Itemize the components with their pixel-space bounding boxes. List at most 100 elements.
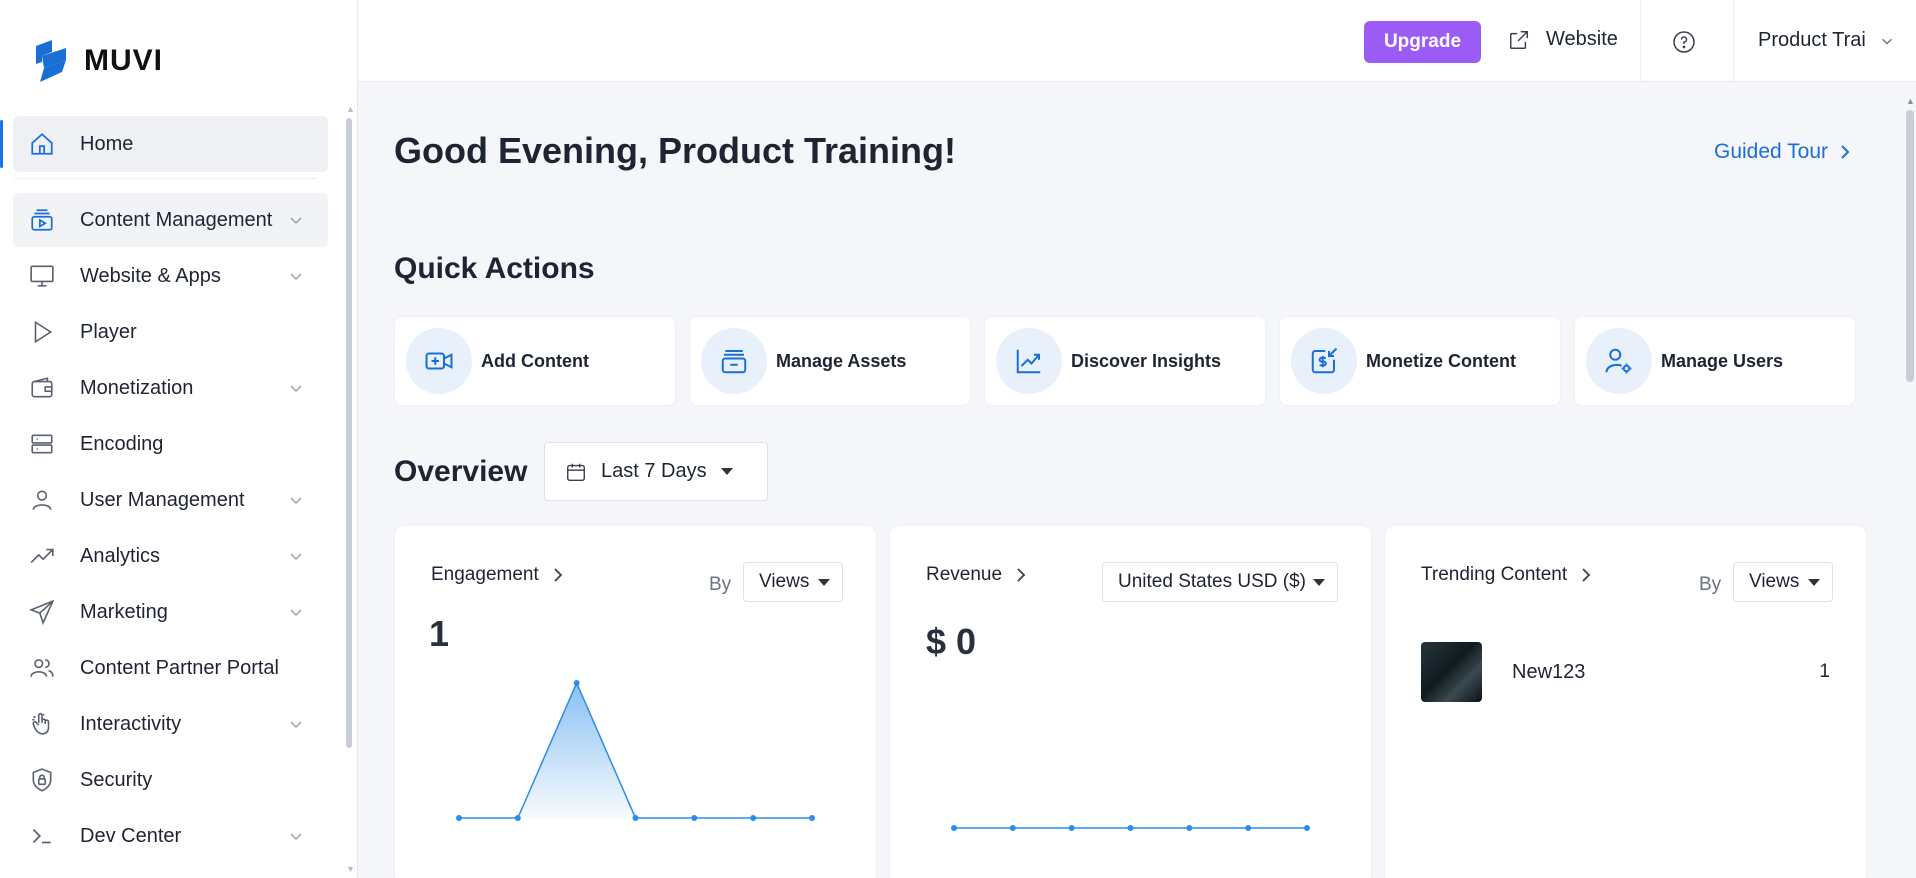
sidebar-item-dev-center[interactable]: Dev Center — [0, 808, 340, 864]
quick-action-label: Add Content — [481, 350, 589, 371]
quick-action-label: Manage Assets — [776, 350, 907, 371]
chart-point — [951, 825, 957, 831]
sidebar-item-home[interactable]: Home — [0, 116, 340, 172]
content-thumbnail — [1421, 642, 1482, 702]
chevron-down-icon[interactable] — [288, 380, 304, 396]
sidebar-item-monetization[interactable]: Monetization — [0, 360, 340, 416]
sidebar-item-label: Analytics — [80, 544, 161, 567]
sidebar-item-label: Dev Center — [80, 824, 182, 847]
chart-area — [459, 683, 812, 818]
sidebar-item-label: Security — [80, 768, 153, 791]
external-link-icon — [1510, 30, 1528, 49]
trend-icon — [28, 542, 56, 570]
main-scrollbar[interactable] — [1906, 110, 1914, 382]
user-settings-icon — [1586, 328, 1652, 394]
engagement-metric-select[interactable]: Views — [743, 562, 843, 602]
sidebar-nav: Home Content Management Website & Apps P… — [0, 116, 340, 864]
trending-title-link[interactable]: Trending Content — [1421, 564, 1591, 586]
trending-item-count: 1 — [1819, 661, 1830, 682]
chevron-down-icon[interactable] — [288, 212, 304, 228]
upgrade-button[interactable]: Upgrade — [1364, 21, 1481, 63]
chart-point — [691, 815, 698, 821]
server-icon — [28, 430, 56, 458]
website-link[interactable]: Website — [1508, 28, 1618, 51]
greeting-heading: Good Evening, Product Training! — [394, 130, 957, 171]
revenue-title-link[interactable]: Revenue — [926, 564, 1026, 586]
quick-action-manage-assets[interactable]: Manage Assets — [689, 316, 971, 406]
topbar-divider — [1733, 0, 1734, 82]
currency-select[interactable]: United States USD ($) — [1102, 562, 1338, 602]
caret-down-icon — [1313, 578, 1325, 586]
sidebar-item-marketing[interactable]: Marketing — [0, 584, 340, 640]
quick-action-add-content[interactable]: Add Content — [394, 316, 676, 406]
sidebar-item-content-partner-portal[interactable]: Content Partner Portal — [0, 640, 340, 696]
chevron-right-icon — [1582, 568, 1591, 582]
chevron-right-icon — [1841, 145, 1850, 159]
trending-content-card: Trending Content By Views New123 1 — [1384, 525, 1867, 878]
sidebar-item-label: Player — [80, 320, 137, 343]
chevron-down-icon[interactable] — [288, 604, 304, 620]
chart-point — [1127, 825, 1134, 831]
monitor-icon — [28, 262, 56, 290]
website-label: Website — [1546, 28, 1618, 50]
engagement-chart — [456, 680, 815, 821]
chart-point — [1304, 825, 1310, 831]
scroll-down-arrow[interactable]: ▼ — [346, 864, 355, 874]
sidebar-item-player[interactable]: Player — [0, 304, 340, 360]
top-bar — [359, 0, 1916, 82]
chevron-down-icon[interactable] — [288, 716, 304, 732]
guided-tour-link[interactable]: Guided Tour — [1714, 140, 1852, 164]
quick-action-discover-insights[interactable]: Discover Insights — [984, 316, 1266, 406]
engagement-title-link[interactable]: Engagement — [431, 564, 563, 586]
sidebar-divider — [0, 178, 340, 192]
calendar-icon — [567, 463, 585, 481]
sidebar-item-label: Interactivity — [80, 712, 182, 735]
quick-actions-title: Quick Actions — [394, 252, 595, 285]
revenue-chart — [951, 825, 1310, 831]
metric-value: Views — [1749, 571, 1800, 592]
overview-title: Overview — [394, 455, 528, 488]
topbar-divider — [1640, 0, 1641, 82]
period-select[interactable]: Last 7 Days — [544, 442, 768, 501]
trending-item-name: New123 — [1512, 660, 1586, 683]
sidebar-item-encoding[interactable]: Encoding — [0, 416, 340, 472]
chart-point — [1245, 825, 1252, 831]
chart-point — [456, 815, 462, 821]
trending-item[interactable]: New123 1 — [1421, 642, 1830, 702]
sidebar-item-analytics[interactable]: Analytics — [0, 528, 340, 584]
sidebar-item-user-management[interactable]: User Management — [0, 472, 340, 528]
caret-down-icon — [720, 468, 733, 475]
sidebar-item-interactivity[interactable]: Interactivity — [0, 696, 340, 752]
account-menu[interactable]: Product Trai — [1758, 29, 1894, 52]
chevron-down-icon[interactable] — [288, 828, 304, 844]
insights-chart-icon — [996, 328, 1062, 394]
chevron-down-icon[interactable] — [288, 548, 304, 564]
trending-metric-select[interactable]: Views — [1733, 562, 1833, 602]
quick-action-monetize-content[interactable]: Monetize Content — [1279, 316, 1561, 406]
account-name: Product Trai — [1758, 29, 1866, 51]
scroll-up-arrow[interactable]: ▲ — [346, 104, 355, 114]
chart-point — [632, 815, 639, 821]
chevron-down-icon[interactable] — [288, 268, 304, 284]
terminal-icon — [28, 822, 56, 850]
trending-title: Trending Content — [1421, 564, 1568, 585]
revenue-title: Revenue — [926, 564, 1003, 585]
sidebar-item-website-apps[interactable]: Website & Apps — [0, 248, 340, 304]
chevron-down-icon[interactable] — [288, 492, 304, 508]
sidebar-item-content-management[interactable]: Content Management — [0, 192, 340, 248]
help-icon[interactable] — [1672, 30, 1696, 54]
sidebar-item-security[interactable]: Security — [0, 752, 340, 808]
currency-value: United States USD ($) — [1118, 571, 1306, 592]
chart-point — [1186, 825, 1193, 831]
sidebar-item-label: Content Partner Portal — [80, 656, 279, 679]
by-label: By — [709, 574, 732, 595]
add-video-icon — [406, 328, 472, 394]
chart-point — [750, 815, 757, 821]
quick-action-manage-users[interactable]: Manage Users — [1574, 316, 1856, 406]
home-icon — [28, 130, 56, 158]
muvi-logo[interactable]: MUVI — [32, 38, 163, 84]
scroll-up-arrow[interactable]: ▲ — [1906, 96, 1915, 106]
sidebar-item-label: Website & Apps — [80, 264, 221, 287]
sidebar-scrollbar[interactable] — [346, 118, 352, 748]
engagement-title: Engagement — [431, 564, 539, 585]
